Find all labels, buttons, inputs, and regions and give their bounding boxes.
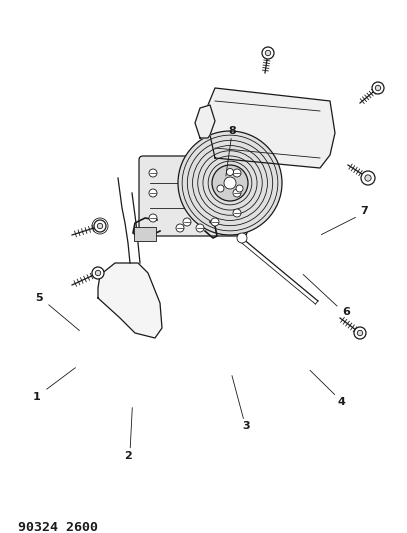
Circle shape bbox=[237, 233, 247, 243]
Circle shape bbox=[178, 131, 282, 235]
Circle shape bbox=[217, 185, 224, 192]
Circle shape bbox=[212, 165, 248, 201]
Text: 90324 2600: 90324 2600 bbox=[18, 521, 98, 533]
Circle shape bbox=[183, 218, 191, 226]
Circle shape bbox=[265, 50, 271, 56]
Circle shape bbox=[233, 169, 241, 177]
Circle shape bbox=[92, 267, 104, 279]
Circle shape bbox=[233, 209, 241, 217]
Circle shape bbox=[224, 177, 236, 189]
Polygon shape bbox=[98, 263, 162, 338]
Text: 6: 6 bbox=[342, 307, 350, 317]
Circle shape bbox=[211, 218, 219, 226]
Text: 3: 3 bbox=[243, 422, 250, 431]
Circle shape bbox=[233, 189, 241, 197]
FancyBboxPatch shape bbox=[139, 156, 247, 236]
Circle shape bbox=[95, 270, 101, 276]
Circle shape bbox=[94, 220, 106, 232]
Circle shape bbox=[92, 218, 108, 234]
Text: 4: 4 bbox=[338, 398, 346, 407]
Polygon shape bbox=[195, 105, 215, 138]
Text: 5: 5 bbox=[35, 294, 42, 303]
Circle shape bbox=[365, 175, 371, 181]
Circle shape bbox=[372, 82, 384, 94]
Text: 8: 8 bbox=[228, 126, 236, 135]
Text: 1: 1 bbox=[33, 392, 41, 402]
Circle shape bbox=[149, 214, 157, 222]
FancyBboxPatch shape bbox=[134, 227, 156, 241]
Circle shape bbox=[262, 47, 274, 59]
Circle shape bbox=[357, 330, 363, 336]
Circle shape bbox=[149, 169, 157, 177]
Circle shape bbox=[196, 224, 204, 232]
Circle shape bbox=[375, 85, 381, 91]
Circle shape bbox=[354, 327, 366, 339]
Circle shape bbox=[149, 189, 157, 197]
Text: 7: 7 bbox=[360, 206, 368, 215]
Circle shape bbox=[97, 223, 103, 229]
Circle shape bbox=[176, 224, 184, 232]
Circle shape bbox=[361, 171, 375, 185]
Circle shape bbox=[227, 168, 234, 175]
Text: 2: 2 bbox=[124, 451, 132, 461]
Circle shape bbox=[236, 185, 243, 192]
Polygon shape bbox=[208, 88, 335, 168]
